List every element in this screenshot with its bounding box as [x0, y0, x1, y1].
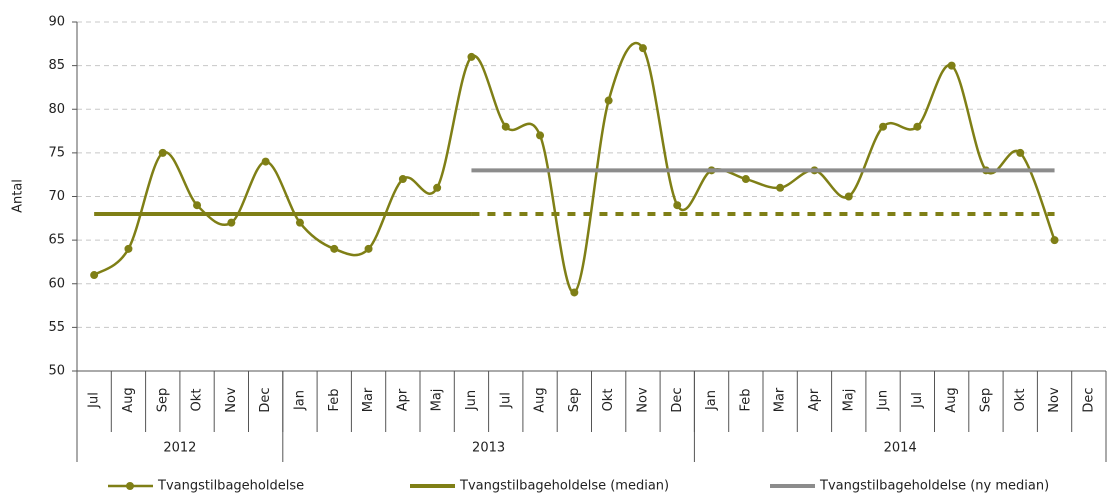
x-tick-label: Jun	[876, 390, 891, 411]
y-tick-label: 85	[48, 58, 65, 73]
x-tick-label: Feb	[327, 388, 342, 411]
y-tick-label: 50	[48, 364, 65, 379]
legend-label: Tvangstilbageholdelse (median)	[459, 479, 669, 494]
y-tick-label: 65	[48, 233, 65, 248]
x-tick-label: Aug	[944, 387, 959, 412]
y-tick-label: 80	[48, 102, 65, 117]
data-point	[570, 288, 579, 297]
x-tick-label: Nov	[1047, 387, 1062, 413]
y-tick-label: 70	[48, 189, 65, 204]
data-point	[638, 44, 647, 53]
x-tick-label: Nov	[635, 387, 650, 413]
y-tick-label: 55	[48, 320, 65, 335]
y-tick-label: 60	[48, 276, 65, 291]
x-tick-label: Jul	[498, 392, 513, 409]
data-point	[398, 175, 407, 184]
x-tick-label: Aug	[121, 387, 136, 412]
group-label: 2014	[884, 441, 917, 456]
data-point	[330, 244, 339, 253]
data-point	[776, 183, 785, 192]
x-tick-label: Dec	[258, 387, 273, 412]
data-point	[673, 201, 682, 210]
data-point	[947, 61, 956, 70]
data-point	[364, 244, 373, 253]
data-point	[261, 157, 270, 166]
data-point	[536, 131, 545, 140]
data-point	[227, 218, 236, 227]
data-point	[741, 175, 750, 184]
data-point	[193, 201, 202, 210]
x-tick-label: Dec	[670, 387, 685, 412]
x-tick-label: Okt	[601, 389, 616, 412]
x-tick-label: Sep	[155, 388, 170, 413]
x-tick-label: Jan	[704, 390, 719, 411]
data-point	[158, 148, 167, 157]
group-label: 2012	[163, 441, 196, 456]
data-point	[1050, 236, 1059, 245]
x-tick-label: Mar	[361, 387, 376, 412]
data-point	[879, 122, 888, 131]
x-tick-label: Apr	[807, 388, 822, 411]
data-point	[90, 271, 99, 280]
x-tick-label: Feb	[738, 388, 753, 411]
data-point	[604, 96, 613, 105]
x-tick-label: Jul	[87, 392, 102, 409]
x-tick-label: Okt	[190, 389, 205, 412]
x-tick-label: Jan	[292, 390, 307, 411]
data-point	[295, 218, 304, 227]
data-point	[1016, 148, 1025, 157]
group-label: 2013	[472, 441, 505, 456]
series-line	[93, 41, 1056, 294]
x-tick-label: Mar	[773, 387, 788, 412]
x-tick-label: Jul	[910, 392, 925, 409]
data-point	[844, 192, 853, 201]
x-tick-label: Okt	[1013, 389, 1028, 412]
legend-label: Tvangstilbageholdelse (ny median)	[819, 479, 1049, 494]
data-point	[913, 122, 922, 131]
x-tick-label: Sep	[567, 388, 582, 413]
y-tick-label: 75	[48, 145, 65, 160]
data-point	[124, 244, 133, 253]
legend-label: Tvangstilbageholdelse	[157, 479, 304, 494]
data-point	[433, 183, 442, 192]
legend-marker	[126, 482, 134, 490]
x-tick-label: Maj	[841, 389, 856, 412]
x-tick-label: Jun	[464, 390, 479, 411]
y-tick-label: 90	[48, 15, 65, 30]
x-tick-label: Maj	[430, 389, 445, 412]
x-tick-label: Apr	[395, 388, 410, 411]
x-tick-label: Aug	[533, 387, 548, 412]
y-axis-label: Antal	[11, 179, 26, 213]
x-tick-label: Nov	[224, 387, 239, 413]
data-point	[467, 52, 476, 61]
x-tick-label: Sep	[978, 388, 993, 413]
data-point	[501, 122, 510, 131]
x-tick-label: Dec	[1081, 387, 1096, 412]
